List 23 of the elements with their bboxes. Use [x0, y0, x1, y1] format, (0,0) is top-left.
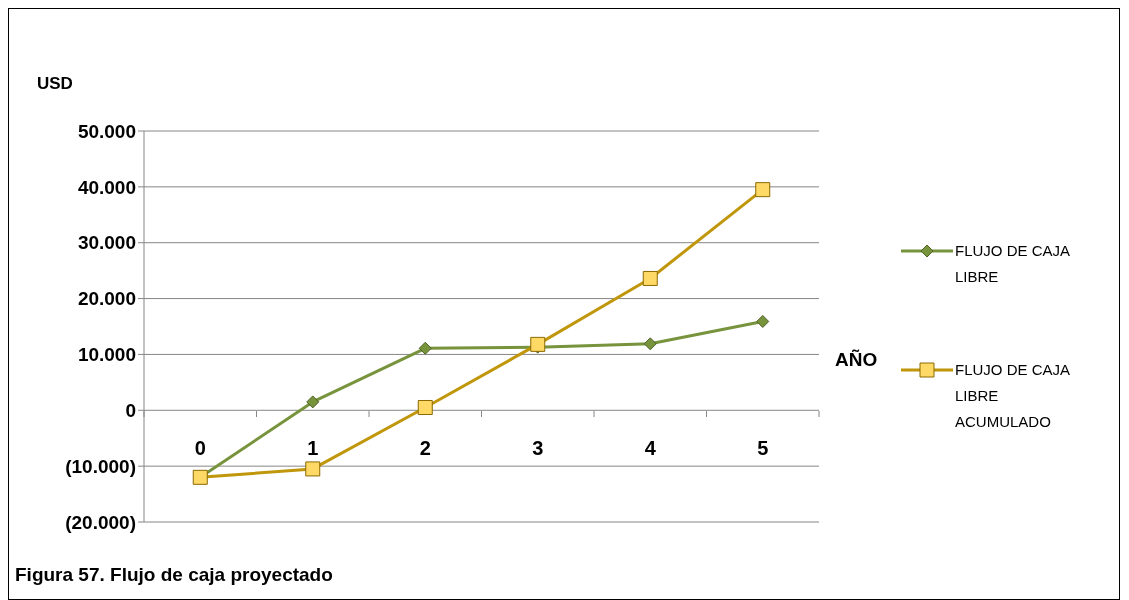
x-tick-label: 5: [757, 437, 769, 459]
y-tick-label: 40.000: [77, 176, 136, 198]
x-tick-label: 4: [644, 437, 657, 459]
y-tick-label: 10.000: [77, 344, 136, 366]
point: [306, 395, 320, 409]
point: [756, 314, 770, 328]
y-tick-label: 0: [125, 400, 136, 422]
y-tick-label: 30.000: [77, 232, 136, 254]
text: Figura 57. Flujo de caja proyectado: [15, 564, 333, 586]
text: AÑO: [835, 349, 878, 371]
y-tick-label: 20.000: [77, 288, 136, 310]
x-tick-label: 0: [194, 437, 206, 459]
x-tick-label: 1: [307, 437, 319, 459]
x-tick-label: 2: [419, 437, 431, 459]
x-tick-label: 3: [532, 437, 544, 459]
point: [418, 341, 432, 355]
y-tick-label: (20.000): [65, 511, 136, 533]
y-tick-label: 50.000: [77, 120, 136, 142]
y-axis-title: USD: [37, 74, 73, 94]
legend-label: FLUJO DE CAJA LIBRE: [955, 241, 1071, 287]
point: [643, 337, 657, 351]
legend-label: FLUJO DE CAJA LIBRE ACUMULADO: [955, 360, 1071, 432]
y-tick-label: (10.000): [65, 455, 136, 477]
